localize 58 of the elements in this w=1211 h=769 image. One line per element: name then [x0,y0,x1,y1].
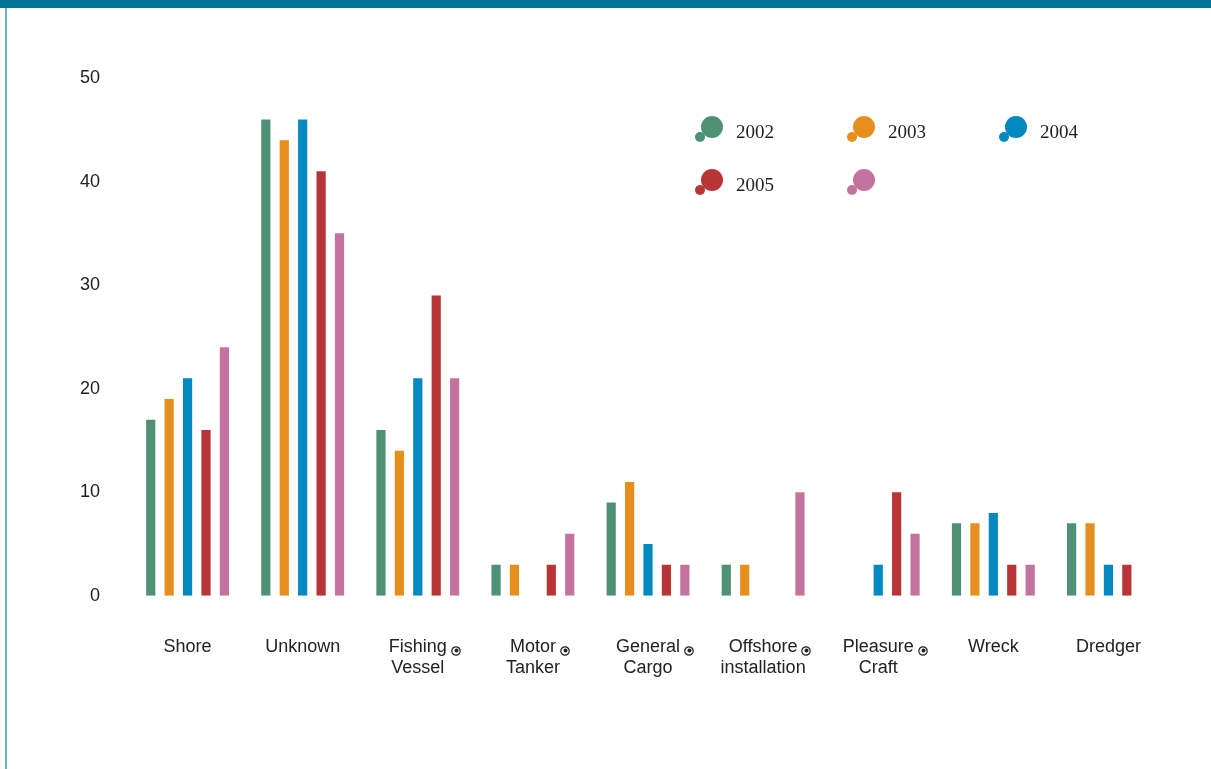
bar [873,564,883,596]
bar [413,378,423,596]
bar [1085,523,1095,596]
bar [298,119,308,596]
bar [565,533,575,596]
y-tick-label: 30 [79,274,101,295]
bar [546,564,556,596]
bar [394,450,404,596]
x-tick-label: Unknown [265,635,341,656]
x-tick-label: General Cargo [615,635,681,678]
y-tick-label: 50 [79,66,101,87]
y-tick-label: 40 [79,170,101,191]
x-tick-label: Shore [163,635,212,656]
bar [661,564,672,596]
bar [1025,564,1035,596]
x-tick-label: Offshore installation [720,635,806,678]
bar [1103,564,1114,596]
bar [680,564,690,596]
x-tick-label: Dredger [1075,635,1141,656]
bar [334,233,345,596]
bar [892,492,902,596]
bar [1067,523,1077,596]
bar [624,481,635,596]
legend-label: 2003 [888,121,926,143]
bar [1122,564,1132,596]
bar [450,378,460,596]
bar [431,295,441,596]
legend-label: 2005 [736,174,774,196]
bar [316,171,326,596]
y-tick-label: 20 [79,377,101,398]
bar [376,430,386,596]
bar [261,119,271,596]
bar [279,140,289,596]
bar [182,378,193,596]
y-tick-label: 0 [90,584,101,605]
bar [1007,564,1017,596]
bar [988,512,998,596]
legend-label: 2004 [1040,121,1078,143]
bar [606,502,616,596]
bar [146,419,156,596]
y-tick-label: 10 [79,481,101,502]
bar [164,399,174,596]
bar [219,347,230,596]
bar [721,564,731,596]
bar [951,523,962,596]
bar [509,564,520,596]
x-tick-label: Motor Tanker [505,635,560,678]
bar [201,430,211,596]
legend-label: 2002 [736,121,774,143]
x-tick-label: Fishing Vessel [388,635,447,678]
bar [740,564,750,596]
bar [970,523,980,596]
bar [491,564,501,596]
x-tick-label: Pleasure Craft [842,635,914,678]
x-tick-label: Wreck [968,635,1020,656]
bar [643,544,653,596]
bar [910,533,920,596]
bar [795,492,805,596]
